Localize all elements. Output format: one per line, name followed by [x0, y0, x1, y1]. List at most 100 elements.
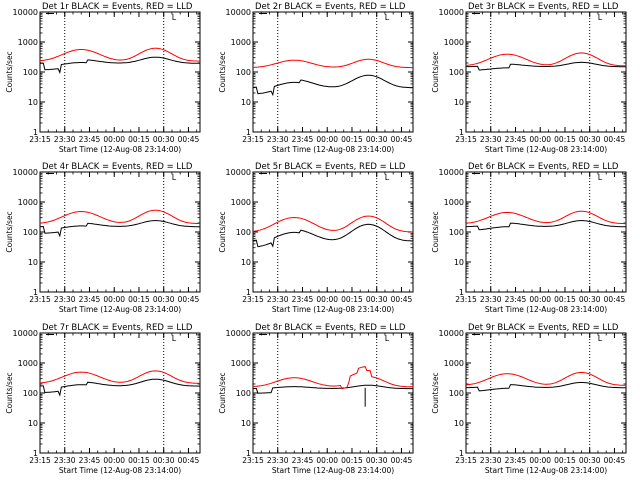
y-tick-label: 1000 [18, 359, 38, 368]
x-axis-label: Start Time (12-Aug-08 23:14:00) [59, 466, 181, 475]
y-tick-label: 1 [33, 288, 38, 297]
chart-panel-3: Det 3r BLACK = Events, RED = LLD 1 10 100 10… [431, 2, 627, 154]
x-tick-label: 00:45 [178, 456, 200, 465]
x-tick-label: 23:15 [455, 135, 477, 144]
y-tick-label: 1000 [18, 198, 38, 207]
y-axis-label: Counts/sec [431, 51, 440, 92]
y-tick-label: 1 [459, 128, 464, 137]
x-tick-label: 23:45 [292, 135, 314, 144]
x-tick-label: 00:45 [178, 135, 200, 144]
x-axis-label: Start Time (12-Aug-08 23:14:00) [272, 145, 394, 154]
series-line-lld [252, 366, 413, 390]
x-tick-label: 00:00 [316, 135, 338, 144]
x-tick-label: 23:30 [267, 456, 289, 465]
series-line-lld [252, 58, 413, 69]
chart-panel-6: Det 6r BLACK = Events, RED = LLD 1 10 100 10… [431, 162, 627, 314]
flag-label: L [172, 13, 177, 22]
y-tick-label: 100 [236, 389, 251, 398]
y-tick-label: 10000 [439, 8, 464, 17]
series-line-lld [465, 210, 626, 225]
series-line-lld [39, 370, 200, 384]
plot-frame [465, 11, 627, 133]
x-tick-label: 23:30 [54, 456, 76, 465]
y-tick-label: 1 [246, 288, 251, 297]
chart-panel-4: Det 4r BLACK = Events, RED = LLD 1 10 100 10… [5, 162, 201, 314]
x-tick-label: 00:15 [341, 295, 363, 304]
y-tick-label: 10 [241, 258, 251, 267]
series-line-events [39, 378, 200, 397]
x-tick-label: 00:15 [554, 295, 576, 304]
x-tick-label: 00:30 [153, 135, 175, 144]
series-line-events [252, 384, 413, 394]
chart-title: Det 1r BLACK = Events, RED = LLD [42, 2, 193, 12]
x-tick-label: 23:30 [480, 135, 502, 144]
y-tick-label: 1 [246, 128, 251, 137]
y-tick-label: 1000 [444, 38, 464, 47]
y-tick-label: 1 [459, 288, 464, 297]
y-tick-label: 1000 [444, 359, 464, 368]
x-tick-label: 00:15 [554, 135, 576, 144]
chart-panel-7: Det 7r BLACK = Events, RED = LLD 1 10 100 10… [5, 323, 201, 475]
x-tick-label: 23:15 [455, 295, 477, 304]
chart-title: Det 6r BLACK = Events, RED = LLD [468, 162, 619, 172]
series-line-lld [252, 215, 413, 233]
y-tick-label: 1000 [444, 198, 464, 207]
y-tick-label: 10000 [13, 329, 38, 338]
x-tick-label: 00:30 [366, 135, 388, 144]
x-tick-label: 00:45 [391, 135, 413, 144]
chart-title: Det 9r BLACK = Events, RED = LLD [468, 323, 619, 333]
x-tick-label: 00:45 [604, 295, 626, 304]
x-tick-label: 23:15 [242, 456, 264, 465]
series-line-events [466, 220, 626, 231]
x-tick-label: 00:30 [366, 456, 388, 465]
series-line-lld [39, 47, 200, 62]
x-tick-label: 00:00 [529, 295, 551, 304]
chart-panel-5: Det 5r BLACK = Events, RED = LLD 1 10 100 10… [218, 162, 414, 314]
x-tick-label: 00:30 [579, 295, 601, 304]
y-tick-label: 1000 [231, 359, 251, 368]
x-tick-label: 00:15 [128, 456, 150, 465]
x-tick-label: 00:45 [391, 456, 413, 465]
y-tick-label: 100 [23, 68, 38, 77]
y-tick-label: 100 [449, 389, 464, 398]
x-tick-label: 00:00 [316, 295, 338, 304]
x-axis-label: Start Time (12-Aug-08 23:14:00) [59, 305, 181, 314]
x-tick-label: 23:45 [292, 456, 314, 465]
series-line-events [252, 223, 413, 248]
flag-label: L [172, 334, 177, 343]
plot-frame [465, 332, 627, 454]
y-tick-label: 10000 [13, 8, 38, 17]
y-tick-label: 10000 [13, 168, 38, 177]
x-axis-label: Start Time (12-Aug-08 23:14:00) [485, 145, 607, 154]
x-tick-label: 00:00 [103, 456, 125, 465]
plot-frame [252, 171, 414, 293]
x-tick-label: 00:00 [103, 295, 125, 304]
x-tick-label: 23:45 [79, 295, 101, 304]
y-axis-label: Counts/sec [5, 372, 14, 413]
y-tick-label: 10000 [226, 168, 251, 177]
chart-panel-2: Det 2r BLACK = Events, RED = LLD 1 10 100 10… [218, 2, 414, 154]
x-tick-label: 23:30 [267, 135, 289, 144]
x-tick-label: 00:00 [529, 135, 551, 144]
x-tick-label: 23:30 [54, 135, 76, 144]
x-tick-label: 23:15 [242, 135, 264, 144]
y-tick-label: 1000 [231, 198, 251, 207]
plot-frame [465, 171, 627, 293]
x-tick-label: 00:30 [579, 456, 601, 465]
x-tick-label: 23:15 [242, 295, 264, 304]
y-axis-label: Counts/sec [218, 372, 227, 413]
plot-frame [39, 332, 201, 454]
y-axis-label: Counts/sec [5, 51, 14, 92]
plot-frame [39, 171, 201, 293]
y-tick-label: 100 [236, 68, 251, 77]
x-axis-label: Start Time (12-Aug-08 23:14:00) [485, 466, 607, 475]
x-tick-label: 00:15 [128, 135, 150, 144]
y-tick-label: 100 [236, 228, 251, 237]
x-tick-label: 23:30 [480, 456, 502, 465]
x-tick-label: 23:15 [29, 295, 51, 304]
x-tick-label: 23:15 [29, 135, 51, 144]
y-tick-label: 10 [28, 419, 38, 428]
x-tick-label: 23:45 [79, 135, 101, 144]
flag-label: L [385, 13, 390, 22]
y-axis-label: Counts/sec [218, 51, 227, 92]
